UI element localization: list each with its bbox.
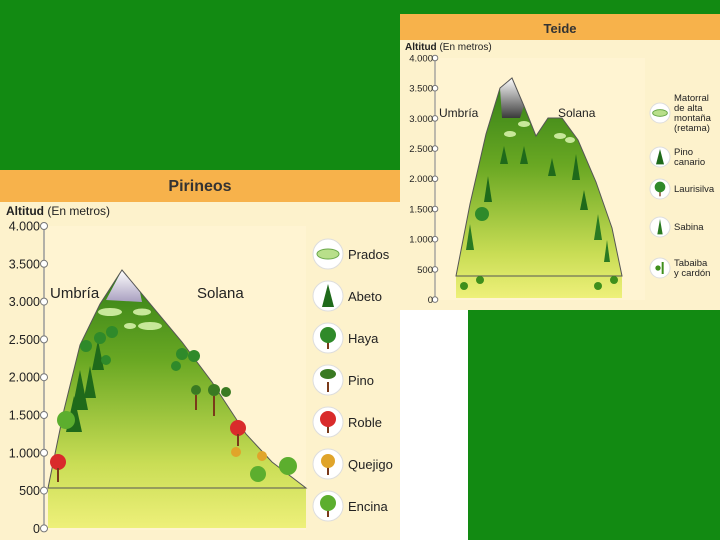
blank-area xyxy=(400,310,468,540)
teide-side-left: Umbría xyxy=(439,106,479,120)
pirineos-tick-marker xyxy=(40,448,48,457)
teide-axis-title: Altitud (En metros) xyxy=(405,42,492,53)
pirineos-pines xyxy=(191,384,231,416)
teide-panel: Teide Altitud (En metros) 4.000 3.500 3.00… xyxy=(400,14,720,310)
teide-snow-cap xyxy=(500,78,524,118)
teide-tick-marker xyxy=(431,205,439,213)
pirineos-tick-marker xyxy=(40,486,48,495)
pirineos-legend: Prados Abeto Haya Pino Roble Quejigo Encina xyxy=(312,238,393,522)
pirineos-legend-label: Quejigo xyxy=(348,457,393,472)
teide-axis-unit: (En metros) xyxy=(439,42,492,53)
teide-legend-label: Tabaiba y cardón xyxy=(674,258,710,279)
pirineos-diagram: 4.000 3.500 3.000 2.500 2.000 1.500 1.000 500 0 xyxy=(9,220,393,536)
pirineos-tick-label: 4.000 xyxy=(9,220,40,234)
teide-tick-marker xyxy=(431,145,439,152)
teide-broom-shrubs xyxy=(504,121,575,143)
pirineos-side-right: Solana xyxy=(197,285,244,302)
teide-title: Teide xyxy=(400,14,720,40)
teide-tick-marker xyxy=(431,115,439,122)
teide-tick-label: 1.500 xyxy=(409,204,433,215)
teide-mountain xyxy=(456,78,622,298)
teide-junipers xyxy=(466,214,610,262)
teide-legend-label: Sabina xyxy=(674,222,704,233)
teide-tick-marker xyxy=(431,296,439,303)
pirineos-tick-marker xyxy=(40,411,48,419)
pirineos-tick-marker xyxy=(40,524,48,533)
teide-tick-label: 1.000 xyxy=(409,235,433,246)
teide-tick-marker xyxy=(431,235,439,243)
pirineos-meadows xyxy=(98,308,162,330)
pirineos-tick-label: 3.000 xyxy=(9,295,40,309)
pirineos-tick-label: 500 xyxy=(19,484,40,498)
pirineos-beeches xyxy=(80,326,200,371)
pirineos-legend-label: Haya xyxy=(348,331,379,346)
pirineos-legend-label: Encina xyxy=(348,499,389,514)
teide-tick-label: 3.500 xyxy=(409,84,433,95)
teide-legend-label: Laurisilva xyxy=(674,184,715,195)
pirineos-tick-marker xyxy=(40,259,48,268)
pirineos-legend-label: Pino xyxy=(348,373,374,388)
pirineos-tick-label: 1.000 xyxy=(9,446,40,460)
teide-tick-marker xyxy=(431,266,439,273)
pirineos-tick-label: 3.500 xyxy=(9,257,40,271)
teide-laurel-forest xyxy=(475,207,489,221)
pirineos-side-left: Umbría xyxy=(50,285,100,302)
teide-tick-marker xyxy=(431,175,439,183)
pirineos-snow-cap xyxy=(106,270,142,302)
pirineos-axis-title: Altitud (En metros) xyxy=(6,204,110,218)
teide-canary-pines xyxy=(484,146,588,210)
pirineos-panel: Pirineos Altitud (En metros) 4.000 3.500 3… xyxy=(0,170,400,540)
pirineos-gall-oaks xyxy=(231,447,267,461)
teide-legend-label: Pino canario xyxy=(674,147,705,168)
pirineos-tick-group: 4.000 3.500 3.000 2.500 2.000 1.500 1.000 500 0 xyxy=(9,220,48,536)
teide-legend-label: Matorral de alta montaña (retama) xyxy=(674,93,712,134)
pirineos-holm-oaks xyxy=(57,411,297,482)
teide-spurges xyxy=(460,276,618,290)
pirineos-title: Pirineos xyxy=(0,170,400,202)
teide-tick-marker xyxy=(431,54,439,62)
teide-tick-label: 2.500 xyxy=(409,144,433,155)
teide-mountain-outline xyxy=(455,77,623,277)
pirineos-tick-label: 0 xyxy=(33,522,40,536)
teide-tick-label: 3.000 xyxy=(409,114,433,125)
pirineos-legend-label: Abeto xyxy=(348,289,382,304)
pirineos-legend-label: Roble xyxy=(348,415,382,430)
teide-tick-label: 0 xyxy=(428,295,433,306)
pirineos-legend-label: Prados xyxy=(348,247,390,262)
teide-tick-label: 2.000 xyxy=(409,174,433,185)
pirineos-tick-marker xyxy=(40,335,48,344)
pirineos-tick-marker xyxy=(40,222,48,230)
pirineos-tick-label: 2.000 xyxy=(9,371,40,385)
pirineos-oaks xyxy=(50,420,246,482)
teide-legend: Matorral de alta montaña (retama) Pino canari… xyxy=(649,93,715,279)
teide-tick-marker xyxy=(431,84,439,92)
pirineos-axis-name: Altitud xyxy=(6,204,44,218)
teide-side-right: Solana xyxy=(558,106,596,120)
pirineos-axis-unit: (En metros) xyxy=(47,204,111,218)
teide-axis-name: Altitud xyxy=(405,42,437,53)
pirineos-tick-label: 1.500 xyxy=(9,409,40,423)
teide-tick-label: 500 xyxy=(417,265,433,276)
teide-tick-group: 4.000 3.500 3.000 2.500 2.000 1.500 1.000 500 0 xyxy=(409,53,439,306)
pirineos-tick-marker xyxy=(40,373,48,382)
teide-diagram: 4.0003.5003.0002.5002.0001.5001.0005000 … xyxy=(409,53,715,306)
teide-tick-label: 4.000 xyxy=(409,53,433,64)
pirineos-tick-marker xyxy=(40,297,48,306)
pirineos-tick-label: 2.500 xyxy=(9,333,40,347)
